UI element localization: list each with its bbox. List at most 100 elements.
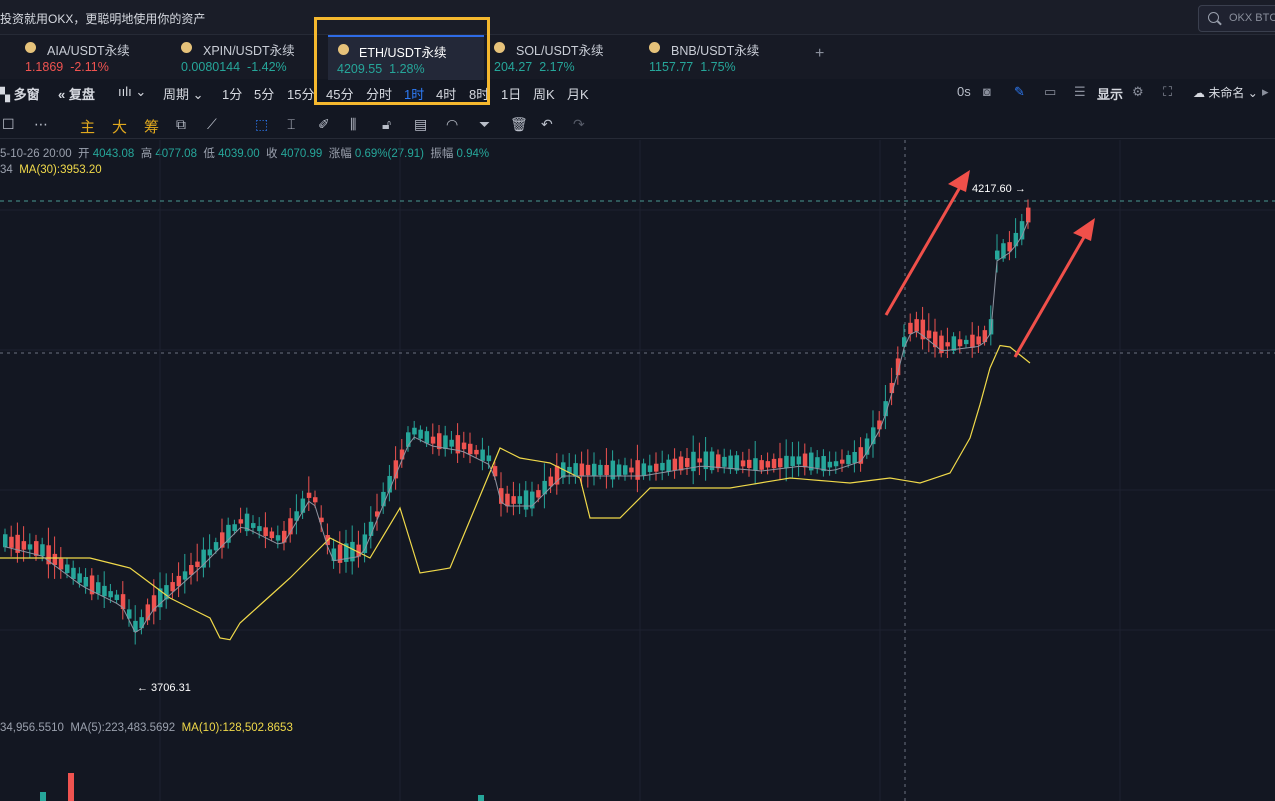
candle-down [263,527,268,537]
candle-up [573,463,578,477]
top-bar: 投资就用OKX，更聪明地使用你的资产 OKX BTC [0,0,1275,35]
candle-up [71,567,76,579]
volume-bars [40,773,484,801]
candle-down [548,476,554,487]
annotation-arrows [884,170,1095,358]
candle-down [982,330,988,343]
redo-icon[interactable]: ↷ [573,116,585,132]
candle-up [244,513,250,532]
interval-15m[interactable]: 15分 [287,87,315,102]
candle-up [257,526,262,532]
countdown-label: 0s [957,84,971,99]
interval-week[interactable]: 周K [533,87,555,102]
candle-down [9,536,14,548]
interval-1d[interactable]: 1日 [501,87,522,102]
filter-icon[interactable]: ⏷ [479,116,491,132]
undo-icon[interactable]: ↶ [541,116,553,132]
candle-up [275,535,281,541]
interval-4h[interactable]: 4时 [436,87,457,102]
candle-down [468,443,473,455]
chips-button[interactable]: 筹 [144,119,160,136]
gear-icon[interactable]: ⚙ [1132,84,1144,99]
brush-icon[interactable]: ✐ [318,116,330,132]
promo-text[interactable]: 投资就用OKX，更聪明地使用你的资产 [0,12,206,26]
multi-window-button[interactable]: ▚ 多窗 [0,87,40,102]
big-order-button[interactable]: 大 [112,119,128,136]
tab-symbol: AIA/USDT永续 [47,44,130,58]
candle-up [666,459,671,472]
magnet-icon[interactable]: ◠ [446,116,459,132]
candle-up [207,549,213,556]
measure-icon[interactable]: ⌶ [287,116,296,132]
tab-symbol: ETH/USDT永续 [359,46,447,60]
collapse-icon[interactable]: ▸ [1262,84,1269,99]
candlestick-chart[interactable] [0,140,1275,801]
note-icon[interactable]: ▭ [1044,84,1057,99]
candle-up [722,456,727,467]
template-icon[interactable]: ▤ [414,116,428,132]
annotation-arrow-2 [1013,231,1089,358]
replay-button[interactable]: « 复盘 [58,87,95,102]
edit-icon[interactable]: ⧉ [176,116,186,132]
candle-up [864,438,870,455]
candle-down [46,545,51,565]
pencil-icon[interactable]: ✎ [1014,84,1025,99]
candle-up [1013,232,1019,247]
interval-45m[interactable]: 45分 [326,87,354,102]
add-tab-button[interactable]: + [815,45,825,62]
chart-type-dropdown[interactable]: ıılı ⌄ [118,84,147,99]
settings-list-icon[interactable]: ☰ [1074,84,1086,99]
cloud-icon: ☁ [1193,86,1205,100]
candle-up [164,585,169,600]
more-icon[interactable]: ⋯ [34,116,48,132]
rectangle-icon[interactable]: ☐ [2,116,15,132]
candles-icon[interactable]: ⫼ [350,116,357,132]
interval-timeshare[interactable]: 分时 [366,87,393,102]
period-dropdown[interactable]: 周期 ⌄ [163,87,204,102]
candle-up [362,534,368,554]
candle-up [852,451,857,464]
candle-up [691,451,696,472]
fullscreen-icon[interactable]: ⛶ [1163,84,1173,99]
candle-down [914,319,919,332]
interval-month[interactable]: 月K [567,87,589,102]
candle-down [889,382,895,394]
candle-down [672,458,678,471]
search-input[interactable]: OKX BTC [1198,5,1275,32]
candle-up [790,456,795,467]
trash-icon[interactable]: 🗑︎ [510,116,528,132]
cursor-icon[interactable]: ⬚ [255,116,269,132]
volume-bar [478,795,484,801]
main-indicator-button[interactable]: 主 [80,119,96,136]
candle-up [3,534,8,548]
candle-up [139,617,144,629]
candle-down [220,532,225,548]
tab-eth[interactable]: ETH/USDT永续 4209.55 1.28% [328,35,484,81]
candle-up [381,491,386,507]
camera-icon[interactable]: ◙ [983,84,991,99]
interval-8h[interactable]: 8时 [469,87,490,102]
lock-icon[interactable]: 🔓︎ [382,116,392,132]
tab-xpin[interactable]: XPIN/USDT永续 0.0080144 -1.42% [181,35,331,79]
tab-bnb[interactable]: BNB/USDT永续 1157.77 1.75% [649,35,799,79]
interval-1m[interactable]: 1分 [222,87,243,102]
candle-up [213,542,219,551]
candle-up [703,451,709,470]
candle-up [809,452,814,471]
candle-up [1001,243,1006,259]
interval-1h[interactable]: 1时 [404,87,425,102]
tab-sol[interactable]: SOL/USDT永续 204.27 2.17% [494,35,644,79]
interval-5m[interactable]: 5分 [254,87,275,102]
candle-up [641,463,647,477]
tab-aia[interactable]: AIA/USDT永续 1.1869 -2.11% [25,35,175,79]
ruler-icon[interactable]: ⟋ [207,116,217,132]
display-button[interactable]: 显示 [1097,87,1124,102]
candle-down [437,433,442,450]
instrument-tabs: AIA/USDT永续 1.1869 -2.11% XPIN/USDT永续 0.0… [0,35,1275,81]
candle-down [654,463,659,472]
candle-down [585,464,591,476]
candle-down [970,334,975,348]
tab-symbol: XPIN/USDT永续 [203,44,295,58]
layout-dropdown[interactable]: ☁ 未命名 ⌄ [1193,86,1258,100]
candle-up [449,439,454,447]
